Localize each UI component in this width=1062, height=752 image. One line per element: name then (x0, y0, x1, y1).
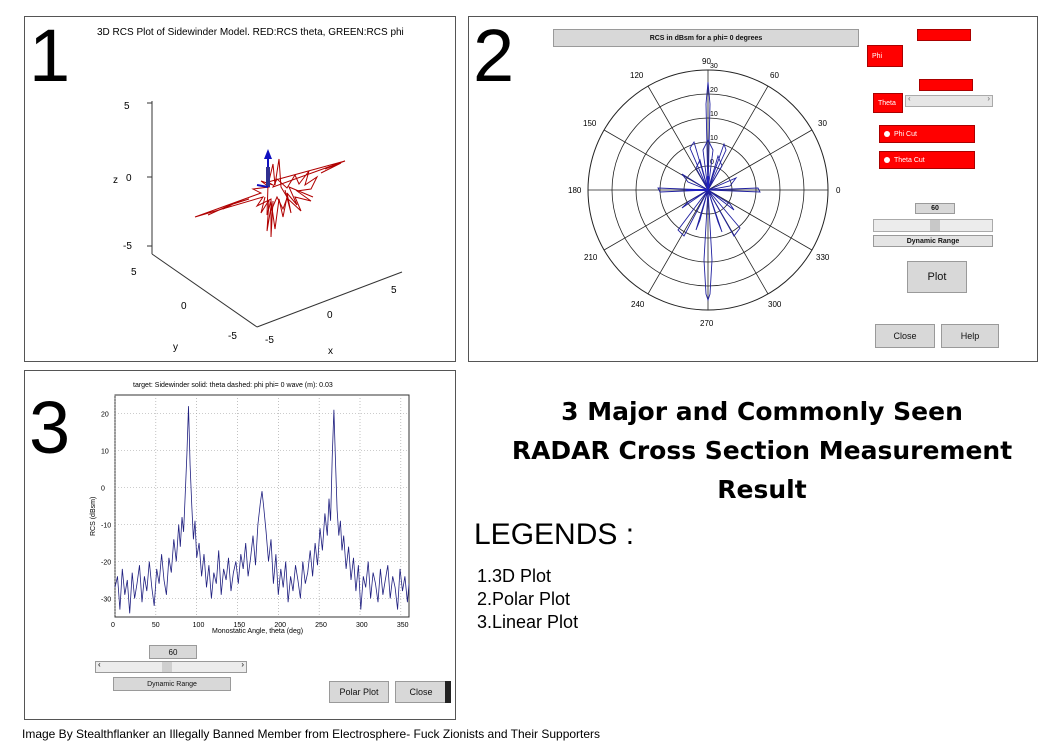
polar-angle-30: 30 (818, 119, 827, 128)
panel-polar-gui: 2 RCS in dBsm for a phi= 0 degrees 90 60… (468, 16, 1038, 362)
radio-on-icon (884, 131, 890, 137)
z-tick-5: 5 (124, 101, 130, 112)
range-slider-thumb[interactable] (930, 220, 940, 231)
x-tick-label: 200 (274, 622, 286, 629)
x-tick-label: 0 (111, 622, 115, 629)
polar-radial-20: 20 (710, 87, 718, 94)
y-tick-5: 5 (131, 267, 137, 278)
polar-radial-10: 10 (710, 111, 718, 118)
linear-slider-right-arrow-icon[interactable]: › (241, 660, 244, 669)
x-tick-label: 250 (315, 622, 327, 629)
panel-number-3: 3 (29, 386, 71, 469)
y-tick-label: -10 (101, 523, 111, 530)
linear-scrollbar[interactable] (445, 681, 451, 703)
x-tick-0: 0 (327, 310, 333, 321)
rcs-linear-plot: target: Sidewinder solid: theta dashed: … (90, 382, 410, 635)
linear-title: target: Sidewinder solid: theta dashed: … (133, 382, 333, 389)
z-axis-label: z (113, 175, 118, 186)
polar-radial-inner-10: 10 (710, 135, 718, 142)
linear-range-slider[interactable]: ‹ › (95, 660, 247, 673)
slider-right-arrow-icon[interactable]: › (987, 94, 990, 103)
polar-radial-inner-0: 0 (710, 159, 714, 166)
range-value-box: 60 (915, 203, 955, 214)
linear-range-value: 60 (149, 645, 197, 659)
panel-3d-plot: 1 3D RCS Plot of Sidewinder Model. RED:R… (24, 16, 456, 362)
plot-button[interactable]: Plot (907, 261, 967, 293)
rcs-3d-plot: 3D RCS Plot of Sidewinder Model. RED:RCS… (97, 27, 404, 357)
help-button[interactable]: Help (941, 324, 999, 348)
heading-line-1: 3 Major and Commonly Seen (561, 397, 963, 426)
x-tick-label: 150 (234, 622, 246, 629)
y-tick-label: -20 (101, 560, 111, 567)
theta-cut-radio[interactable]: Theta Cut (879, 151, 975, 169)
y-tick-label: 20 (101, 412, 109, 419)
rcs-polar-plot: 90 60 30 0 330 300 270 240 210 180 150 1… (568, 57, 841, 328)
linear-ylabel: RCS (dBsm) (90, 497, 97, 536)
rcs-theta-line (114, 406, 410, 614)
main-heading: 3 Major and Commonly Seen RADAR Cross Se… (470, 392, 1054, 509)
theta-value-field[interactable] (919, 79, 973, 91)
theta-cut-label: Theta Cut (894, 156, 925, 164)
polar-angle-330: 330 (816, 253, 830, 262)
polar-angle-90: 90 (702, 57, 711, 66)
legend-item-3d: 1.3D Plot (477, 566, 552, 586)
legend-item-polar: 2.Polar Plot (477, 589, 571, 609)
close-button[interactable]: Close (875, 324, 935, 348)
y-tick-neg5: -5 (228, 331, 237, 342)
linear-close-button[interactable]: Close (395, 681, 447, 703)
polar-angle-120: 120 (630, 71, 644, 80)
y-tick-label: 0 (101, 486, 105, 493)
linear-slider-left-arrow-icon[interactable]: ‹ (98, 660, 101, 669)
panel-number-1: 1 (29, 14, 71, 97)
phi-cut-label: Phi Cut (894, 130, 917, 138)
x-tick-5: 5 (391, 285, 397, 296)
polar-angle-270: 270 (700, 319, 714, 328)
heading-line-2: RADAR Cross Section Measurement (511, 436, 1013, 465)
phi-label: Phi (867, 45, 903, 67)
y-tick-label: -30 (101, 597, 111, 604)
panel-linear-gui: 3 target: Sidewinder solid: theta dashed… (24, 370, 456, 720)
y-tick-0: 0 (181, 301, 187, 312)
footer-credit: Image By Stealthflanker an Illegally Ban… (22, 727, 601, 741)
polar-angle-150: 150 (583, 119, 597, 128)
polar-radial-30: 30 (710, 63, 718, 70)
x-tick-label: 100 (193, 622, 205, 629)
polar-rcs-pattern (657, 81, 761, 302)
theta-slider[interactable]: ‹ › (905, 94, 993, 107)
polar-angle-0: 0 (836, 186, 841, 195)
range-slider[interactable] (873, 219, 993, 232)
x-tick-label: 350 (397, 622, 409, 629)
radio-off-icon (884, 157, 890, 163)
polar-angle-60: 60 (770, 71, 779, 80)
polar-angle-180: 180 (568, 186, 582, 195)
plot-3d-title: 3D RCS Plot of Sidewinder Model. RED:RCS… (97, 27, 404, 38)
dynamic-range-label: Dynamic Range (873, 235, 993, 247)
slider-left-arrow-icon[interactable]: ‹ (908, 94, 911, 103)
heading-line-3: Result (717, 475, 807, 504)
polar-angle-300: 300 (768, 300, 782, 309)
polar-plot-button[interactable]: Polar Plot (329, 681, 389, 703)
legends-title: LEGENDS : (474, 518, 635, 551)
theta-label: Theta (873, 93, 903, 113)
x-axis-label: x (328, 346, 333, 357)
y-tick-label: 10 (101, 449, 109, 456)
y-axis-label: y (173, 342, 178, 353)
x-tick-label: 300 (356, 622, 368, 629)
phi-cut-radio[interactable]: Phi Cut (879, 125, 975, 143)
polar-title-bar: RCS in dBsm for a phi= 0 degrees (553, 29, 859, 47)
polar-angle-210: 210 (584, 253, 598, 262)
polar-angle-240: 240 (631, 300, 645, 309)
x-tick-neg5: -5 (265, 335, 274, 346)
legend-item-linear: 3.Linear Plot (477, 612, 579, 632)
phi-value-field[interactable] (917, 29, 971, 41)
z-tick-neg5: -5 (123, 241, 132, 252)
rcs-theta-lobes (194, 160, 346, 218)
linear-dynamic-range-label: Dynamic Range (113, 677, 231, 691)
z-tick-0: 0 (126, 173, 132, 184)
panel-number-2: 2 (473, 14, 515, 97)
x-tick-label: 50 (152, 622, 160, 629)
linear-xlabel: Monostatic Angle, theta (deg) (212, 628, 303, 635)
linear-slider-thumb[interactable] (162, 662, 172, 672)
